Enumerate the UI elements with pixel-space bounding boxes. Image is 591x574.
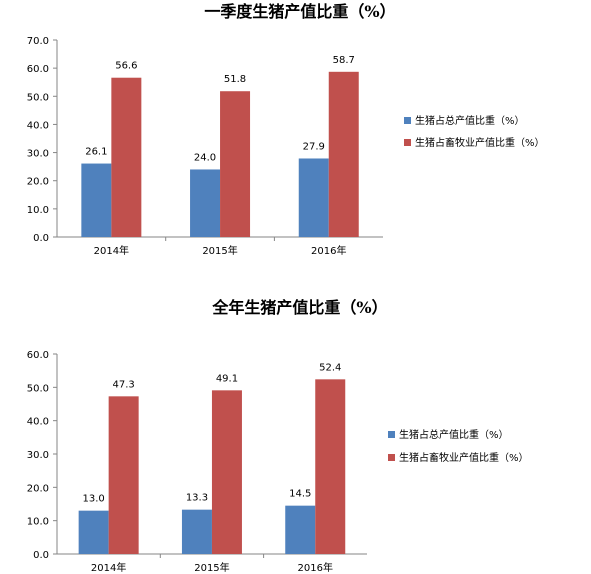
y-tick-label: 40.0 <box>27 120 49 131</box>
bar-livestock-share <box>315 379 346 554</box>
annual-pig-output-chart: 全年生猪产值比重（%） 0.0 10.0 20.0 30.0 40.0 50.0 60.0 20… <box>27 298 529 574</box>
x-category-label: 2014年 <box>91 561 126 574</box>
data-label: 52.4 <box>319 362 341 373</box>
chart-title: 一季度生猪产值比重（%） <box>204 2 395 21</box>
q1-pig-output-chart: 一季度生猪产值比重（%） 0.0 10.0 20.0 30.0 40.0 50.0 60.0 7… <box>27 2 545 257</box>
y-tick-label: 10.0 <box>27 517 49 528</box>
y-tick-label: 50.0 <box>27 92 49 103</box>
bar-total-share <box>81 163 112 237</box>
data-label: 56.6 <box>115 61 137 72</box>
y-tick-label: 60.0 <box>27 64 49 75</box>
legend-label: 生猪占畜牧业产值比重（%） <box>415 136 545 149</box>
legend-label: 生猪占畜牧业产值比重（%） <box>399 451 529 464</box>
bar-total-share <box>285 505 316 554</box>
legend-swatch <box>388 431 395 438</box>
data-label: 47.3 <box>113 379 135 390</box>
y-tick-label: 20.0 <box>27 483 49 494</box>
x-category-label: 2015年 <box>202 244 237 257</box>
y-tick-label: 70.0 <box>27 36 49 47</box>
bar-livestock-share <box>211 390 242 554</box>
legend-swatch <box>388 454 395 461</box>
y-tick-label: 60.0 <box>27 350 49 361</box>
bar-total-share <box>190 169 221 237</box>
legend-label: 生猪占总产值比重（%） <box>399 428 509 441</box>
y-tick-label: 10.0 <box>27 205 49 216</box>
x-category-label: 2014年 <box>94 244 129 257</box>
data-label: 51.8 <box>224 74 246 85</box>
data-label: 24.0 <box>194 152 216 163</box>
x-category-label: 2015年 <box>194 561 229 574</box>
legend-swatch <box>404 117 411 124</box>
data-label: 14.5 <box>289 489 311 500</box>
y-tick-label: 0.0 <box>33 233 49 244</box>
bar-livestock-share <box>328 71 359 238</box>
data-label: 49.1 <box>216 373 238 384</box>
y-tick-label: 30.0 <box>27 450 49 461</box>
data-label: 13.0 <box>83 494 105 505</box>
x-category-label: 2016年 <box>311 244 346 257</box>
bar-total-share <box>78 510 109 554</box>
legend-swatch <box>404 139 411 146</box>
data-label: 58.7 <box>333 55 355 66</box>
bar-livestock-share <box>108 396 139 554</box>
bar-total-share <box>298 158 329 237</box>
y-tick-label: 40.0 <box>27 417 49 428</box>
chart-title: 全年生猪产值比重（%） <box>211 298 387 317</box>
data-label: 27.9 <box>303 141 325 152</box>
data-label: 26.1 <box>85 147 107 158</box>
y-tick-label: 0.0 <box>33 550 49 561</box>
legend-label: 生猪占总产值比重（%） <box>415 114 525 127</box>
y-tick-label: 30.0 <box>27 149 49 160</box>
y-tick-label: 20.0 <box>27 177 49 188</box>
bar-livestock-share <box>220 91 251 237</box>
bar-total-share <box>181 509 212 554</box>
data-label: 13.3 <box>186 493 208 504</box>
bar-livestock-share <box>111 77 142 237</box>
y-tick-label: 50.0 <box>27 383 49 394</box>
x-category-label: 2016年 <box>298 561 333 574</box>
